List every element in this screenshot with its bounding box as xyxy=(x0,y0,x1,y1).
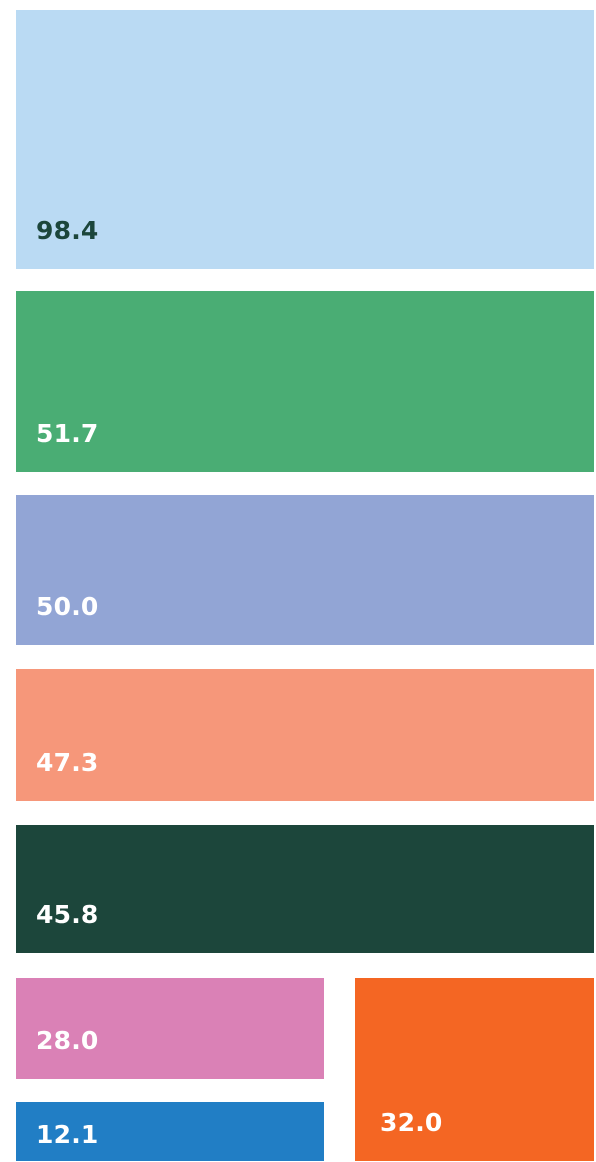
tile-value-label: 50.0 xyxy=(36,592,99,621)
tile-value-label: 51.7 xyxy=(36,419,99,448)
tile-value-label: 45.8 xyxy=(36,900,99,929)
tile-98-4: 98.4 xyxy=(16,10,594,269)
tile-51-7: 51.7 xyxy=(16,291,594,472)
tile-value-label: 47.3 xyxy=(36,748,99,777)
tile-value-label: 32.0 xyxy=(380,1108,443,1137)
tile-32-0: 32.0 xyxy=(355,978,594,1161)
tile-value-label: 12.1 xyxy=(36,1120,99,1149)
tile-47-3: 47.3 xyxy=(16,669,594,801)
tile-12-1: 12.1 xyxy=(16,1102,324,1161)
tile-45-8: 45.8 xyxy=(16,825,594,953)
tile-50-0: 50.0 xyxy=(16,495,594,645)
tile-value-label: 98.4 xyxy=(36,216,99,245)
tile-28-0: 28.0 xyxy=(16,978,324,1079)
tile-value-label: 28.0 xyxy=(36,1026,99,1055)
